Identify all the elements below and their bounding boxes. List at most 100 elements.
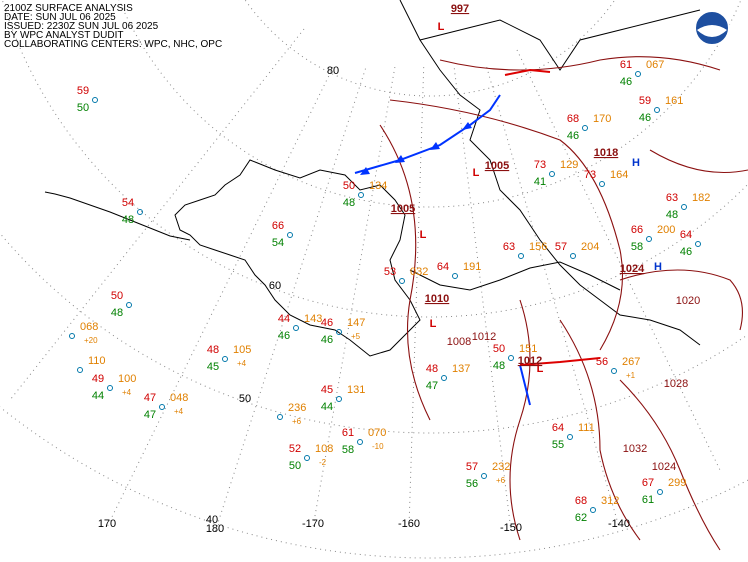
station-circle [137,209,143,215]
dewpoint: 48 [493,360,505,372]
tendency: +4 [122,388,132,397]
pressure-value: 1005 [485,160,509,172]
station-circle [357,439,363,445]
pressure: 204 [581,241,599,253]
isobar-label: 1012 [472,331,496,343]
station-circle [646,236,652,242]
isobar [509,299,531,541]
pressure: 131 [347,384,365,396]
pressure: 161 [665,95,683,107]
station-circle [582,125,588,131]
pressure: 267 [622,356,640,368]
graticule-label: 170 [98,518,116,530]
temperature: 59 [639,95,651,107]
station-circle [277,414,283,420]
station-circle [611,368,617,374]
graticule-label: -150 [500,522,522,534]
station-circle [358,192,364,198]
isobar-label: 1028 [664,378,688,390]
dewpoint: 46 [639,112,651,124]
dewpoint: 56 [466,478,478,490]
graticule-label: -140 [608,518,630,530]
pressure: 182 [692,192,710,204]
pressure-value: 997 [451,3,469,15]
tendency: +6 [496,476,506,485]
dewpoint: 44 [321,401,333,413]
dewpoint: 50 [77,102,89,114]
pressure: 151 [519,343,537,355]
temperature: 66 [272,220,284,232]
station-circle [508,355,514,361]
dewpoint: 54 [272,237,284,249]
header-line: ISSUED: 2230Z SUN JUL 06 2025 [4,21,159,32]
station-circle [77,367,83,373]
header-line: COLLABORATING CENTERS: WPC, NHC, OPC [4,39,222,50]
isobar [389,99,624,351]
station-circle [654,107,660,113]
pressure-symbol: L [537,363,544,375]
pressure: 111 [578,422,595,434]
station-circle [336,396,342,402]
meridian [9,28,305,401]
header-line: 2100Z SURFACE ANALYSIS [4,3,133,14]
dewpoint: 44 [92,390,104,402]
pressure: 134 [369,180,387,192]
station-circle [567,434,573,440]
isobar [559,319,641,541]
pressure: 108 [315,443,333,455]
coast-canada [399,0,701,346]
graticule-label: 60 [269,280,281,292]
temperature: 59 [77,85,89,97]
station-circle [657,489,663,495]
tendency: +1 [626,371,636,380]
temperature: 50 [343,180,355,192]
header-line: BY WPC ANALYST DUDIT [4,30,123,41]
pressure: 032 [410,266,428,278]
pressure: 232 [492,461,510,473]
isobars [379,56,748,551]
temperature: 52 [289,443,301,455]
station-circle [126,302,132,308]
temperature: 67 [642,477,654,489]
pressure: 299 [668,477,686,489]
temperature: 68 [567,113,579,125]
temperature: 73 [584,169,596,181]
isobar [379,124,431,421]
isobar-label: 1024 [652,461,676,473]
dewpoint: 50 [289,460,301,472]
isobar [619,379,721,551]
warm-front [504,68,551,76]
temperature: 64 [552,422,564,434]
temperature: 54 [122,197,134,209]
pressure: 143 [304,313,322,325]
labels: 80 60 50 40 170 180 -170 -160 -150 -140 L 997 L 1005 L… [69,3,710,535]
temperature: 66 [631,224,643,236]
station-circle [452,273,458,279]
station-circle [92,97,98,103]
dewpoint: 55 [552,439,564,451]
tendency: +6 [292,417,302,426]
dewpoint: 46 [620,76,632,88]
cold-front [354,94,501,174]
fronts [354,68,601,406]
pressure: 048 [170,392,188,404]
tendency: +4 [237,359,247,368]
graticule-label: 80 [327,65,339,77]
pressure-value: 1010 [425,293,449,305]
pressure: 068 [80,321,98,333]
logo-gull [697,25,727,37]
pressure-symbol: L [430,318,437,330]
pressure: 170 [593,113,611,125]
temperature: 68 [575,495,587,507]
temperature: 53 [384,266,396,278]
temperature: 63 [666,192,678,204]
station-circle [222,356,228,362]
tendency: -10 [372,442,384,451]
meridian [106,66,334,528]
pressure-value: 1012 [518,355,542,367]
temperature: 61 [342,427,354,439]
station-circle [681,204,687,210]
temperature: 57 [466,461,478,473]
pressure: 156 [529,241,547,253]
